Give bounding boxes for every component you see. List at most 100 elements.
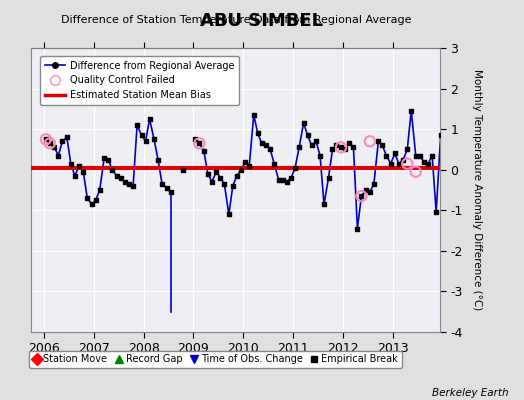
Point xyxy=(303,132,312,138)
Point xyxy=(308,142,316,148)
Point xyxy=(154,156,162,163)
Point xyxy=(403,146,411,153)
Point xyxy=(58,138,67,144)
Point xyxy=(50,144,59,151)
Point xyxy=(191,136,200,142)
Point xyxy=(204,170,212,177)
Point xyxy=(179,166,187,173)
Point xyxy=(145,116,154,122)
Point xyxy=(75,162,83,169)
Point xyxy=(216,175,225,181)
Point xyxy=(46,140,54,146)
Point xyxy=(46,140,54,146)
Point xyxy=(116,175,125,181)
Point xyxy=(79,168,88,175)
Point xyxy=(195,140,204,146)
Point xyxy=(341,146,349,153)
Point xyxy=(278,177,287,183)
Point xyxy=(257,140,266,146)
Point xyxy=(287,175,296,181)
Legend: Station Move, Record Gap, Time of Obs. Change, Empirical Break: Station Move, Record Gap, Time of Obs. C… xyxy=(29,350,402,368)
Point xyxy=(316,152,324,159)
Text: ABU SIMBEL: ABU SIMBEL xyxy=(201,12,323,30)
Point xyxy=(320,201,328,207)
Point xyxy=(162,185,171,191)
Point xyxy=(233,173,241,179)
Point xyxy=(54,152,62,159)
Point xyxy=(366,189,374,195)
Point xyxy=(387,160,395,167)
Point xyxy=(357,193,366,199)
Point xyxy=(83,195,92,201)
Point xyxy=(399,156,408,163)
Point xyxy=(228,183,237,189)
Point xyxy=(141,138,150,144)
Y-axis label: Monthly Temperature Anomaly Difference (°C): Monthly Temperature Anomaly Difference (… xyxy=(473,69,483,311)
Point xyxy=(95,187,104,193)
Point xyxy=(436,132,445,138)
Point xyxy=(349,144,357,151)
Point xyxy=(432,209,440,216)
Point xyxy=(237,166,245,173)
Point xyxy=(133,122,141,128)
Point xyxy=(88,201,96,207)
Point xyxy=(411,152,420,159)
Point xyxy=(113,173,121,179)
Point xyxy=(245,162,254,169)
Point xyxy=(100,154,108,161)
Point xyxy=(424,160,432,167)
Point xyxy=(357,193,366,199)
Point xyxy=(324,175,333,181)
Point xyxy=(212,168,221,175)
Point xyxy=(369,181,378,187)
Point xyxy=(378,142,387,148)
Point xyxy=(420,158,428,165)
Point xyxy=(337,144,345,151)
Point xyxy=(266,146,275,153)
Point xyxy=(67,160,75,167)
Title: Difference of Station Temperature Data from Regional Average: Difference of Station Temperature Data f… xyxy=(61,15,411,25)
Point xyxy=(275,177,283,183)
Point xyxy=(282,179,291,185)
Point xyxy=(220,181,228,187)
Point xyxy=(200,148,208,155)
Point xyxy=(332,142,341,148)
Point xyxy=(374,138,383,144)
Point xyxy=(362,187,370,193)
Point xyxy=(249,112,258,118)
Point xyxy=(158,181,166,187)
Point xyxy=(42,136,50,142)
Point xyxy=(345,140,353,146)
Point xyxy=(104,156,112,163)
Point xyxy=(92,197,100,203)
Point xyxy=(416,152,424,159)
Point xyxy=(42,136,50,142)
Point xyxy=(295,144,303,151)
Point xyxy=(108,166,116,173)
Point xyxy=(382,152,390,159)
Point xyxy=(129,183,137,189)
Point xyxy=(329,146,337,153)
Point xyxy=(208,179,216,185)
Point xyxy=(299,120,308,126)
Point xyxy=(312,138,320,144)
Point xyxy=(121,179,129,185)
Point xyxy=(241,158,249,165)
Point xyxy=(403,160,411,167)
Point xyxy=(411,168,420,175)
Point xyxy=(137,132,146,138)
Point xyxy=(71,173,79,179)
Point xyxy=(125,181,133,187)
Point xyxy=(270,160,278,167)
Point xyxy=(337,144,345,151)
Point xyxy=(166,189,174,195)
Point xyxy=(195,140,204,146)
Point xyxy=(366,138,374,144)
Point xyxy=(225,211,233,218)
Point xyxy=(63,134,71,140)
Point xyxy=(390,150,399,157)
Point xyxy=(428,152,436,159)
Point xyxy=(262,142,270,148)
Point xyxy=(407,108,416,114)
Point xyxy=(291,164,299,171)
